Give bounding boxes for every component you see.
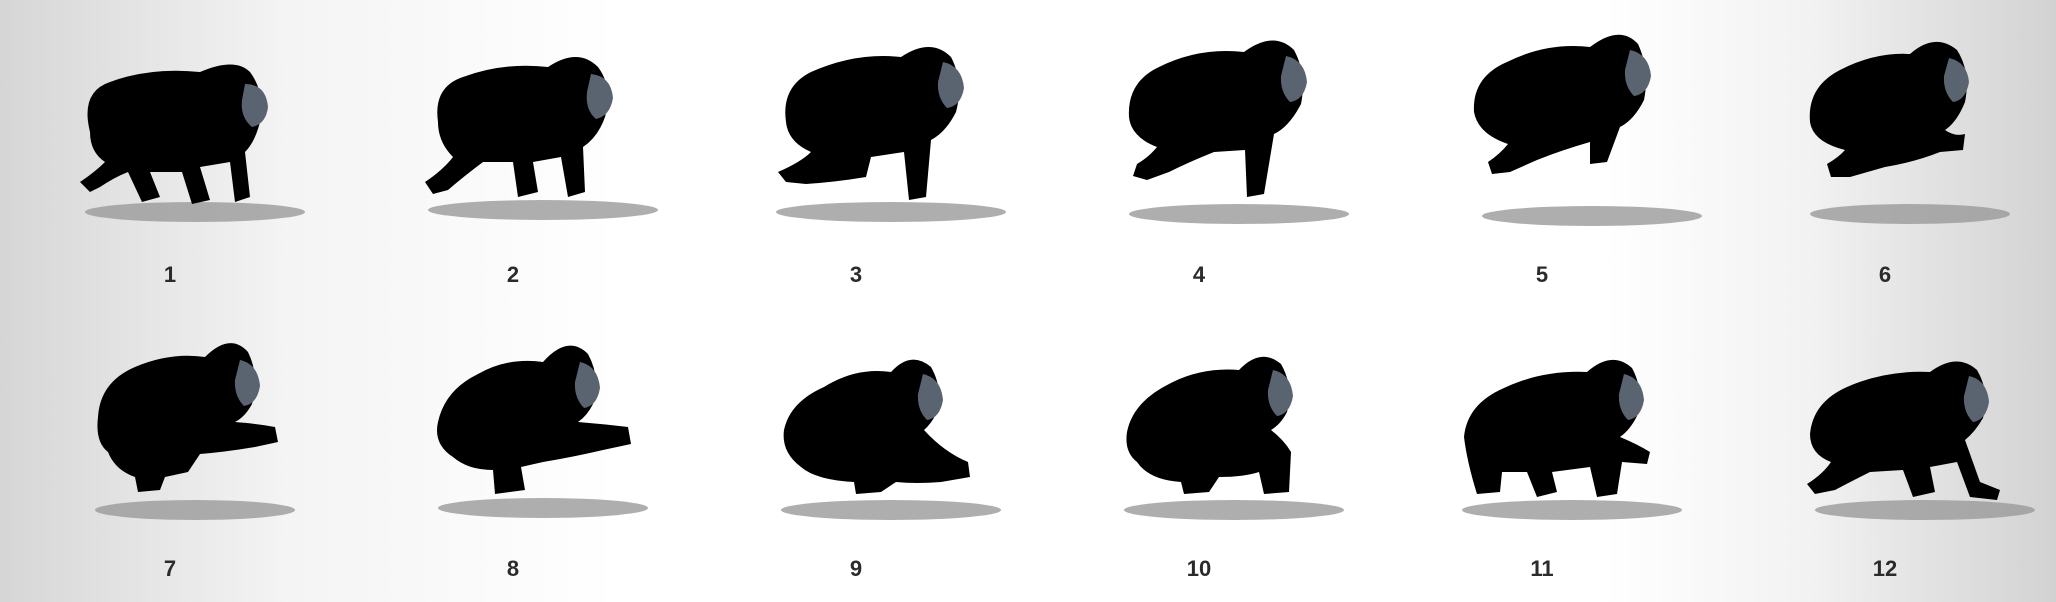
frame-number: 12 (1872, 556, 1898, 581)
frame-number: 11 (1530, 556, 1554, 581)
frame-number: 3 (849, 262, 863, 287)
gorilla-silhouette (1809, 41, 2010, 224)
frame-9: 9 (706, 312, 1006, 602)
frame-6: 6 (1735, 12, 2035, 302)
frame-number: 2 (506, 262, 520, 287)
gorilla-silhouette (80, 64, 305, 222)
frame-number: 8 (506, 556, 520, 581)
frame-number: 10 (1186, 556, 1212, 581)
frame-5: 5 (1392, 12, 1702, 302)
gorilla-silhouette (776, 47, 1006, 222)
gorilla-silhouette (1462, 359, 1682, 520)
gorilla-silhouette (437, 345, 648, 518)
frame-12: 12 (1735, 312, 2035, 602)
gorilla-silhouette (1124, 356, 1344, 520)
frame-1: 1 (20, 12, 320, 302)
frame-number: 6 (1878, 262, 1892, 287)
frame-number: 4 (1192, 262, 1206, 287)
frame-3: 3 (706, 12, 1006, 302)
gorilla-silhouette (1473, 34, 1702, 226)
frame-10: 10 (1049, 312, 1349, 602)
frame-7: 7 (20, 312, 320, 602)
gorilla-silhouette (1128, 40, 1349, 224)
frame-4: 4 (1049, 12, 1349, 302)
frame-11: 11 (1392, 312, 1692, 602)
frame-2: 2 (363, 12, 663, 302)
gorilla-silhouette (425, 57, 658, 220)
gorilla-silhouette (781, 359, 1001, 520)
frame-number: 9 (849, 556, 863, 581)
frame-number: 7 (163, 556, 177, 581)
gorilla-silhouette (1807, 361, 2035, 520)
frame-number: 1 (163, 262, 177, 287)
frame-8: 8 (363, 312, 663, 602)
gorilla-silhouette (95, 343, 295, 520)
frame-number: 5 (1535, 262, 1549, 287)
